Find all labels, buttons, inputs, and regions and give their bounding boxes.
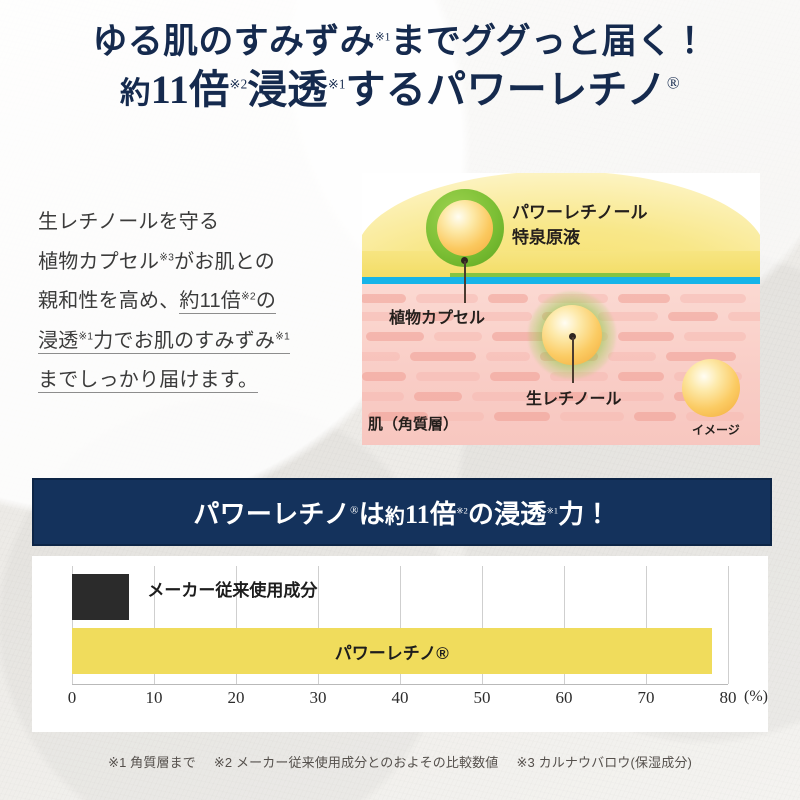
- diagram-label-image-disclaimer: イメージ: [692, 423, 740, 437]
- diagram-label-serum-line2: 特泉原液: [512, 227, 580, 247]
- retinol-leader-line: [572, 337, 574, 383]
- banner-footnote-mark-1: ※1: [546, 504, 559, 515]
- chart-gridline: [318, 566, 319, 684]
- banner-particle: は: [358, 499, 385, 529]
- chart-x-tick-label: 0: [67, 688, 77, 707]
- body-copy-line5-underlined: までしっかり届けます。: [38, 369, 259, 394]
- chart-x-tick-label: 30: [309, 688, 327, 707]
- chart-gridline: [482, 566, 483, 684]
- page-headline: ゆる肌のすみずみ※1までググっと届く！ 約11倍※2浸透※1するパワーレチノ®: [0, 22, 800, 113]
- chart-x-tick-label: 80: [719, 688, 737, 707]
- body-copy-line-4: 浸透※1力でお肌のすみずみ※1: [38, 322, 338, 362]
- chart-gridline: [236, 566, 237, 684]
- banner-footnote-mark-2: ※2: [456, 504, 468, 515]
- banner-multiplier: 11: [404, 499, 431, 529]
- retinol-leader-dot: [569, 333, 576, 340]
- banner-power-suffix: 力！: [558, 499, 611, 529]
- body-copy: 生レチノールを守る 植物カプセル※3がお肌との 親和性を高め、約11倍※2の 浸…: [38, 203, 338, 401]
- diagram-label-serum: パワーレチノール 特泉原液: [512, 201, 648, 250]
- capsule-leader-dot: [461, 257, 468, 264]
- body-copy-line3-text-b: の: [255, 290, 277, 313]
- headline-line2-approx: 約: [120, 75, 151, 110]
- body-copy-line2-footnote-mark: ※3: [159, 251, 175, 263]
- banner-times-unit: 倍: [430, 499, 457, 529]
- body-copy-line3-text-a: 親和性を高め、: [38, 290, 180, 313]
- headline-line2-product: するパワーレチノ: [345, 66, 667, 112]
- body-copy-line2-text-b: がお肌との: [174, 250, 275, 273]
- footnote-item: ※1 角質層まで: [108, 755, 196, 770]
- chart-x-tick-label: 70: [637, 688, 655, 707]
- headline-line-2: 約11倍※2浸透※1するパワーレチノ®: [0, 67, 800, 113]
- body-copy-line4-penetration: 浸透: [38, 329, 79, 352]
- headline-line1-footnote-mark: ※1: [374, 31, 391, 44]
- chart-x-tick-label: 60: [555, 688, 573, 707]
- banner-penetration: 浸透: [494, 499, 547, 529]
- chart-gridline: [400, 566, 401, 684]
- chart-x-axis: [72, 684, 728, 685]
- banner-registered-trademark-icon: ®: [350, 503, 359, 516]
- diagram-label-serum-line1: パワーレチノール: [512, 203, 648, 222]
- headline-line2-times-unit: 倍: [189, 66, 230, 112]
- chart-gridline: [646, 566, 647, 684]
- headline-line-1: ゆる肌のすみずみ※1までググっと届く！: [0, 22, 800, 63]
- legend-label-conventional-ingredient: メーカー従来使用成分: [147, 581, 318, 600]
- body-copy-line-1: 生レチノールを守る: [38, 203, 338, 243]
- chart-unit-label: (%): [744, 688, 768, 705]
- chart-x-tick-label: 20: [227, 688, 245, 707]
- headline-line2-footnote-mark-1: ※1: [327, 76, 346, 92]
- bar-power-retino: パワーレチノ®: [72, 628, 712, 674]
- footnotes: ※1 角質層まで ※2 メーカー従来使用成分とのおよその比較数値 ※3 カルナウバロ…: [0, 752, 800, 771]
- chart-gridline: [564, 566, 565, 684]
- bar-conventional-ingredient: [72, 574, 130, 620]
- body-copy-line3-footnote-mark: ※2: [240, 291, 256, 303]
- headline-line2-multiplier: 11: [150, 66, 190, 112]
- body-copy-line4-text: 力でお肌のすみずみ: [93, 329, 276, 352]
- chart-x-tick-label: 40: [391, 688, 409, 707]
- retinol-droplet-secondary-icon: [682, 359, 740, 417]
- chart-x-tick-label: 10: [145, 688, 163, 707]
- body-copy-line-3: 親和性を高め、約11倍※2の: [38, 282, 338, 322]
- skin-penetration-diagram: パワーレチノール 特泉原液 植物カプセル 生レチノール 肌（角質層） イメージ: [362, 173, 760, 445]
- banner-product-name: パワーレチノ: [193, 499, 351, 529]
- bar-power-retino-label: パワーレチノ®: [334, 643, 449, 663]
- headline-line2-penetration: 浸透: [247, 66, 328, 112]
- body-copy-line4-footnote-mark: ※1: [78, 331, 94, 343]
- chart-plot-area: パワーレチノ®: [72, 566, 729, 684]
- body-copy-line4-underlined: 浸透※1力でお肌のすみずみ※1: [38, 329, 290, 354]
- body-copy-line2-text-a: 植物カプセル: [38, 250, 160, 273]
- body-copy-line3-multiplier: 約11倍: [179, 290, 241, 313]
- diagram-label-plant-capsule: 植物カプセル: [389, 310, 486, 327]
- headline-line1-part-a: ゆる肌のすみずみ: [92, 22, 375, 61]
- green-barrier-accent: [450, 273, 670, 278]
- body-copy-line3-underlined: 約11倍※2の: [179, 290, 277, 315]
- chart-gridline: [72, 566, 73, 684]
- diagram-label-raw-retinol: 生レチノール: [526, 391, 622, 408]
- penetration-bar-chart: パワーレチノ® メーカー従来使用成分 0 10 20 30 40 50 60 70 80 (%): [32, 556, 768, 732]
- skin-barrier-line: [362, 277, 760, 284]
- capsule-leader-line: [464, 261, 466, 303]
- body-copy-line-5: までしっかり届けます。: [38, 361, 338, 401]
- footnote-item: ※2 メーカー従来使用成分とのおよその比較数値: [213, 755, 499, 770]
- banner-approx: 約: [384, 505, 405, 528]
- headline-line1-part-b: までググっと届く！: [390, 22, 708, 61]
- body-copy-line1-text: 生レチノールを守る: [38, 211, 220, 233]
- chart-title-banner-text: パワーレチノ®は約11倍※2の浸透※1力！: [193, 494, 610, 531]
- footnote-item: ※3 カルナウバロウ(保湿成分): [516, 755, 692, 770]
- chart-gridline: [154, 566, 155, 684]
- registered-trademark-icon: ®: [666, 73, 680, 93]
- chart-gridline: [728, 566, 729, 684]
- body-copy-line-2: 植物カプセル※3がお肌との: [38, 243, 338, 283]
- banner-particle-2: の: [467, 499, 495, 529]
- diagram-label-skin: 肌（角質層）: [368, 416, 459, 433]
- chart-title-banner: パワーレチノ®は約11倍※2の浸透※1力！: [32, 478, 772, 546]
- plant-capsule-core-icon: [437, 200, 493, 256]
- body-copy-line4-footnote-mark-2: ※1: [275, 331, 290, 343]
- chart-x-tick-label: 50: [473, 688, 491, 707]
- headline-line2-footnote-mark-2: ※2: [229, 76, 248, 92]
